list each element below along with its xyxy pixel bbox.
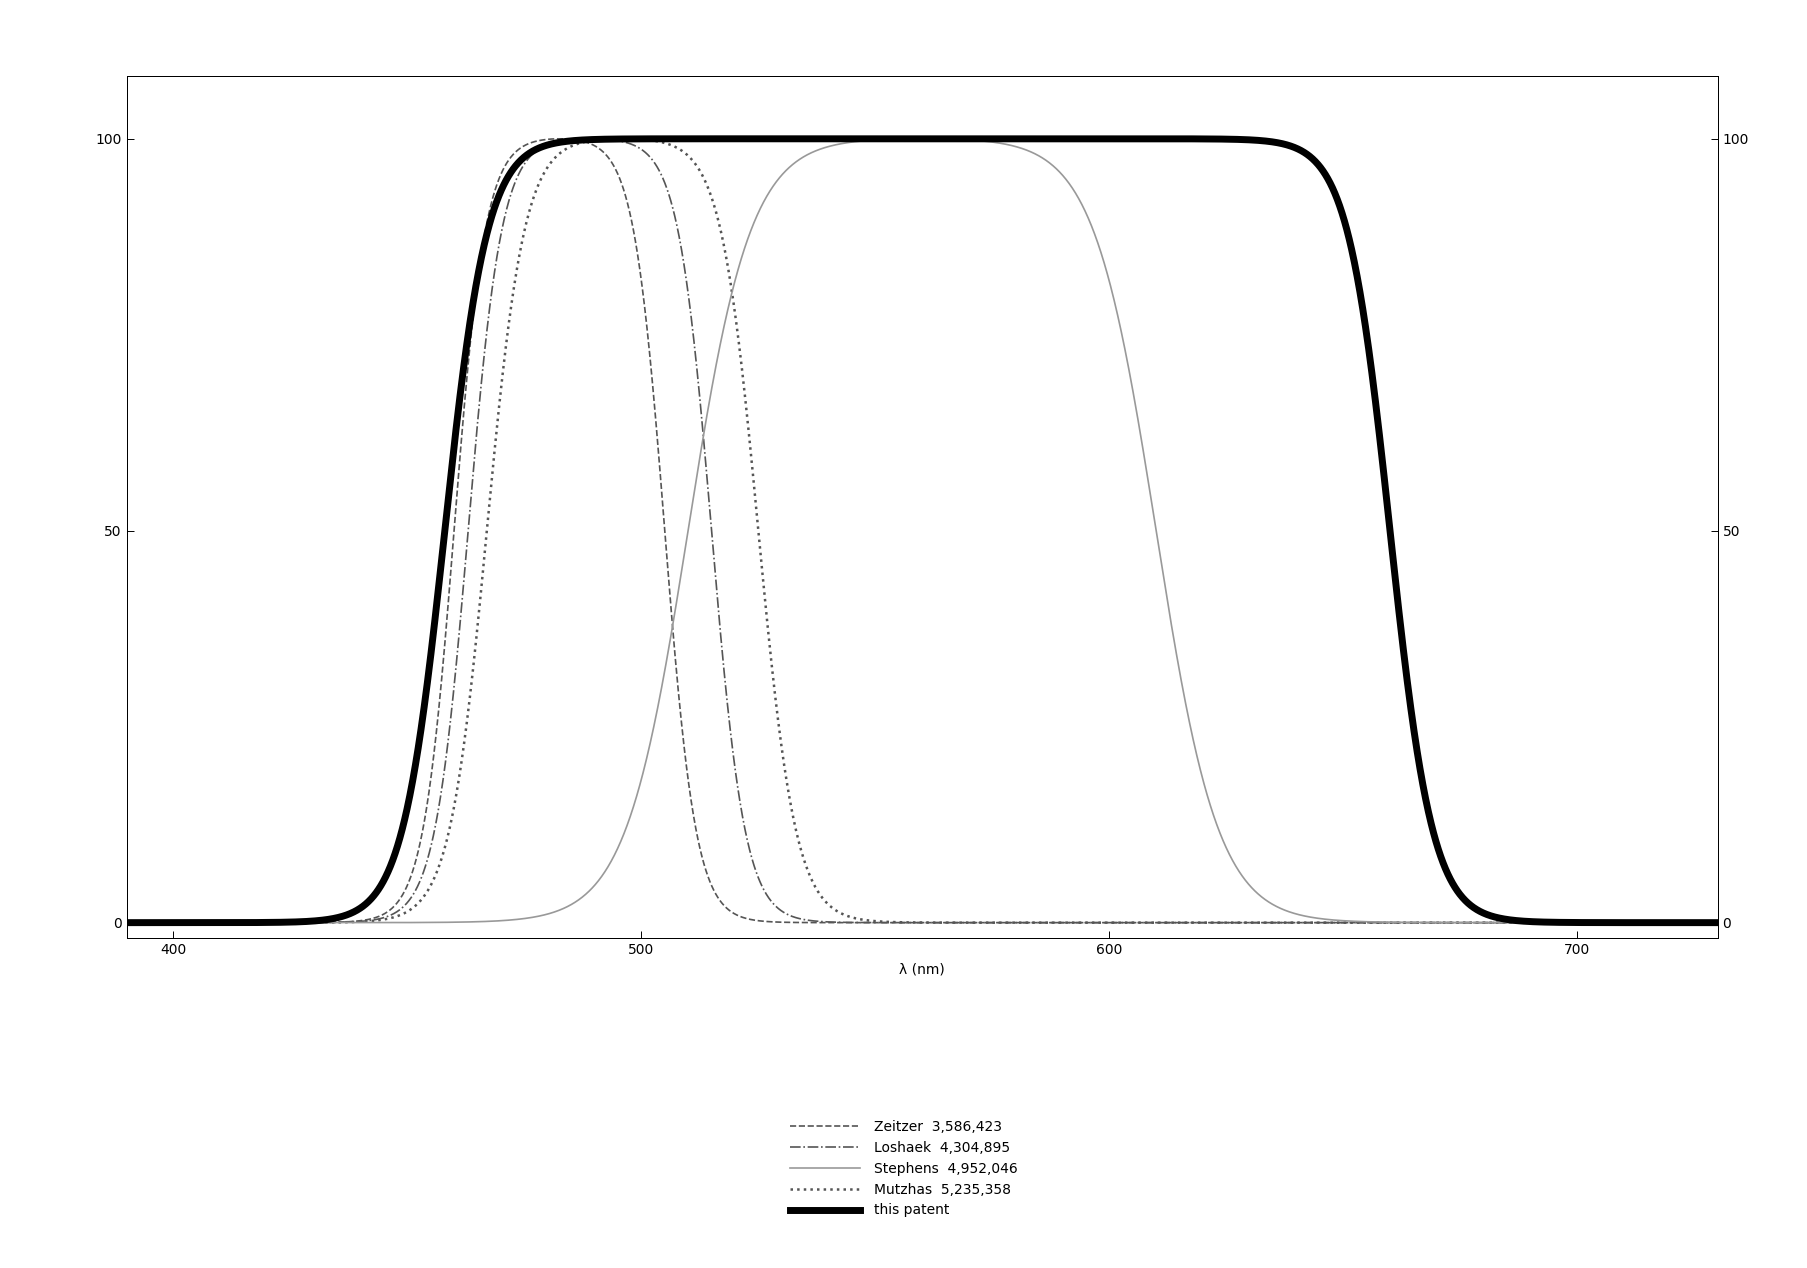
Loshaek  4,304,895 bbox=[1579, 915, 1601, 931]
Mutzhas  5,235,358 bbox=[116, 915, 137, 931]
Mutzhas  5,235,358 bbox=[1579, 915, 1601, 931]
this patent bbox=[1706, 915, 1727, 931]
Zeitzer  3,586,423 bbox=[871, 915, 893, 931]
Zeitzer  3,586,423 bbox=[1272, 915, 1294, 931]
Loshaek  4,304,895 bbox=[871, 915, 893, 931]
Mutzhas  5,235,358 bbox=[1270, 915, 1292, 931]
Line: this patent: this patent bbox=[126, 138, 1717, 923]
Legend: Zeitzer  3,586,423, Loshaek  4,304,895, Stephens  4,952,046, Mutzhas  5,235,358,: Zeitzer 3,586,423, Loshaek 4,304,895, St… bbox=[784, 1115, 1023, 1224]
Loshaek  4,304,895 bbox=[797, 913, 819, 928]
Stephens  4,952,046 bbox=[1657, 915, 1679, 931]
Stephens  4,952,046 bbox=[116, 915, 137, 931]
this patent bbox=[1270, 136, 1292, 151]
this patent bbox=[1578, 915, 1599, 931]
Stephens  4,952,046 bbox=[784, 155, 806, 170]
Zeitzer  3,586,423 bbox=[797, 915, 819, 931]
this patent bbox=[871, 131, 893, 146]
Loshaek  4,304,895 bbox=[116, 915, 137, 931]
Zeitzer  3,586,423 bbox=[784, 914, 806, 929]
Mutzhas  5,235,358 bbox=[784, 820, 806, 836]
Loshaek  4,304,895 bbox=[1706, 915, 1727, 931]
Zeitzer  3,586,423 bbox=[1227, 915, 1249, 931]
Loshaek  4,304,895 bbox=[578, 131, 600, 146]
Loshaek  4,304,895 bbox=[1314, 915, 1335, 931]
Zeitzer  3,586,423 bbox=[1579, 915, 1601, 931]
Mutzhas  5,235,358 bbox=[1657, 915, 1679, 931]
Mutzhas  5,235,358 bbox=[1706, 915, 1727, 931]
Mutzhas  5,235,358 bbox=[1435, 915, 1456, 931]
this patent bbox=[797, 131, 819, 146]
X-axis label: λ (nm): λ (nm) bbox=[898, 962, 945, 976]
Line: Loshaek  4,304,895: Loshaek 4,304,895 bbox=[126, 138, 1717, 923]
Stephens  4,952,046 bbox=[871, 132, 893, 147]
this patent bbox=[905, 131, 927, 146]
Stephens  4,952,046 bbox=[911, 131, 932, 146]
Stephens  4,952,046 bbox=[1578, 915, 1599, 931]
this patent bbox=[784, 131, 806, 146]
Line: Stephens  4,952,046: Stephens 4,952,046 bbox=[126, 138, 1717, 923]
Zeitzer  3,586,423 bbox=[1657, 915, 1679, 931]
Stephens  4,952,046 bbox=[1270, 902, 1292, 917]
Line: Mutzhas  5,235,358: Mutzhas 5,235,358 bbox=[126, 138, 1717, 923]
Mutzhas  5,235,358 bbox=[871, 914, 893, 929]
Mutzhas  5,235,358 bbox=[797, 864, 819, 879]
Loshaek  4,304,895 bbox=[1270, 915, 1292, 931]
Zeitzer  3,586,423 bbox=[548, 131, 569, 146]
Zeitzer  3,586,423 bbox=[116, 915, 137, 931]
Line: Zeitzer  3,586,423: Zeitzer 3,586,423 bbox=[126, 138, 1717, 923]
Loshaek  4,304,895 bbox=[1657, 915, 1679, 931]
Mutzhas  5,235,358 bbox=[611, 131, 632, 146]
this patent bbox=[1657, 915, 1679, 931]
Zeitzer  3,586,423 bbox=[1706, 915, 1727, 931]
Loshaek  4,304,895 bbox=[784, 910, 806, 926]
Stephens  4,952,046 bbox=[1706, 915, 1727, 931]
Stephens  4,952,046 bbox=[797, 147, 819, 162]
this patent bbox=[116, 915, 137, 931]
